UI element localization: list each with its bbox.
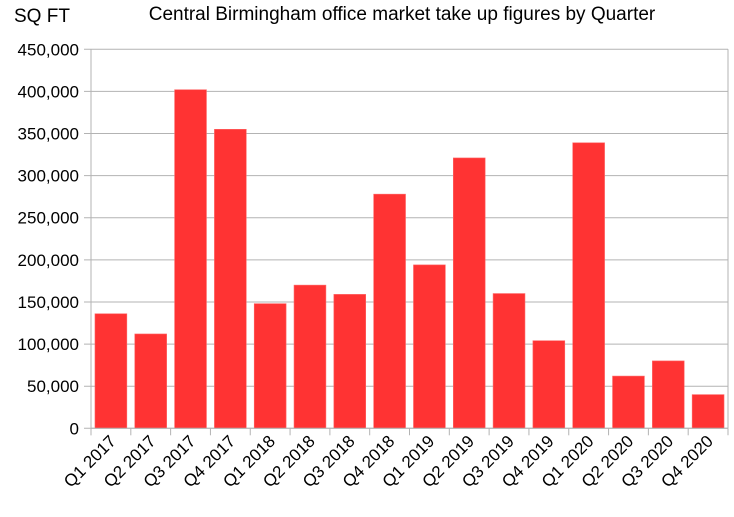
y-tick-label: 0: [70, 419, 79, 438]
bar-q4-2019: [532, 340, 566, 429]
y-tick-label: 200,000: [18, 251, 79, 270]
bar-q1-2019: [413, 264, 446, 429]
bar-q4-2020: [691, 394, 725, 429]
y-tick-label: 400,000: [18, 82, 79, 101]
y-tick-label: 50,000: [27, 377, 79, 396]
bar-q2-2020: [612, 375, 645, 429]
y-tick-label: 450,000: [18, 40, 79, 59]
y-tick-label: 250,000: [18, 209, 79, 228]
bar-q2-2017: [134, 333, 167, 429]
y-tick-label: 300,000: [18, 167, 79, 186]
bar-q1-2017: [94, 313, 128, 429]
bar-q4-2018: [373, 193, 406, 429]
y-tick-label: 100,000: [18, 335, 79, 354]
bar-q1-2018: [253, 303, 287, 429]
bar-q1-2020: [572, 142, 605, 429]
bar-q3-2019: [492, 293, 526, 429]
bar-q3-2017: [174, 89, 207, 429]
chart-title: Central Birmingham office market take up…: [148, 4, 656, 25]
bar-q4-2017: [214, 129, 247, 429]
bar-q2-2019: [452, 157, 486, 429]
y-tick-label: 350,000: [18, 125, 79, 144]
bar-q3-2018: [333, 294, 367, 429]
y-axis-label: SQ FT: [14, 6, 70, 27]
bar-q3-2020: [652, 360, 685, 429]
bar-q2-2018: [293, 284, 327, 429]
y-tick-label: 150,000: [18, 293, 79, 312]
